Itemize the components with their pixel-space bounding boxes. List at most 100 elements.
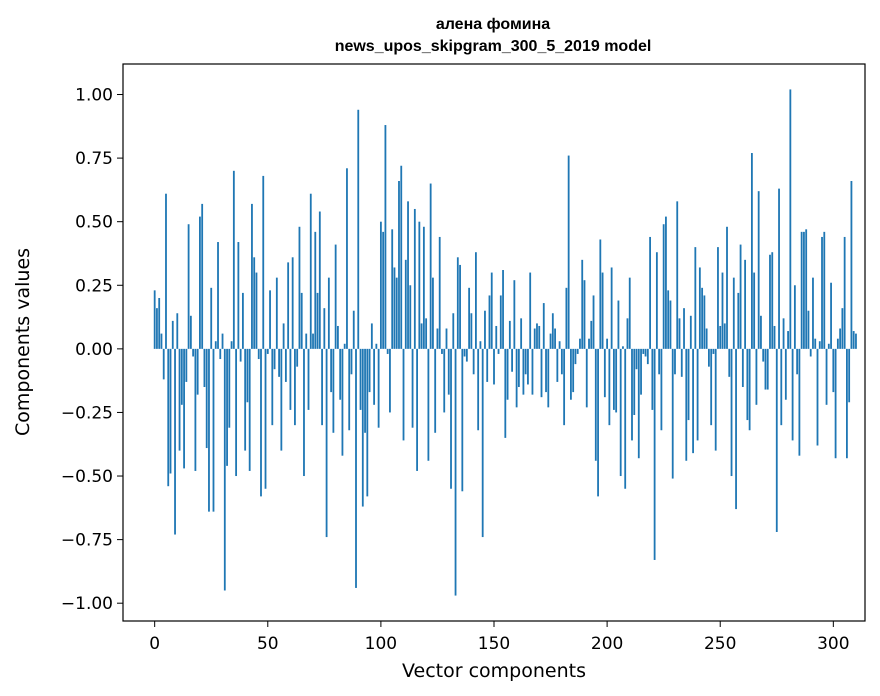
y-tick-label: 0.50 [75, 213, 113, 233]
bar [377, 348, 380, 428]
chart-title-line-1: алена фомина [436, 16, 550, 33]
bar [827, 343, 830, 349]
bar [717, 247, 719, 349]
bar [278, 348, 280, 377]
bar [477, 348, 480, 431]
chart-title-line-2: news_upos_skipgram_300_5_2019 model [335, 38, 652, 55]
bar [294, 348, 296, 426]
bar [162, 348, 165, 380]
bar [465, 348, 468, 362]
bar [296, 348, 299, 367]
y-tick-label: 1.00 [75, 86, 113, 106]
y-tick-label: −0.50 [61, 467, 113, 487]
bar [312, 333, 314, 349]
bar-series [153, 89, 857, 596]
bar [269, 290, 271, 349]
bar [843, 236, 846, 349]
bar [818, 341, 821, 349]
bar [563, 348, 566, 426]
bar [341, 348, 344, 456]
bar [187, 224, 190, 349]
bar [178, 348, 181, 451]
bar [210, 287, 213, 349]
bar [456, 257, 459, 349]
bar [359, 348, 362, 410]
bar [617, 300, 620, 349]
bar [199, 216, 201, 349]
bar [379, 221, 382, 349]
bar [547, 348, 550, 408]
bar [839, 328, 842, 349]
bar [529, 272, 532, 349]
bar [287, 262, 290, 349]
bar [436, 328, 439, 349]
bar [803, 231, 805, 349]
bar [592, 295, 595, 349]
bar [422, 226, 425, 349]
bar [337, 325, 339, 349]
bar [201, 203, 204, 349]
y-tick-label: 0.00 [75, 340, 113, 360]
bar [251, 203, 253, 349]
bar [755, 348, 758, 405]
bar [680, 348, 683, 377]
bar [805, 229, 808, 349]
bar [497, 348, 500, 354]
bar [257, 348, 260, 360]
bar [746, 348, 749, 421]
bar [454, 348, 457, 596]
x-tick-label: 50 [257, 634, 279, 654]
bar [825, 348, 828, 405]
bar [766, 348, 769, 390]
y-axis-label: Components values [12, 248, 34, 436]
bar [488, 295, 491, 349]
bar [309, 193, 312, 349]
bar [712, 348, 715, 354]
bar [674, 348, 676, 375]
bar [506, 348, 509, 400]
bar [823, 231, 826, 349]
bar [303, 348, 305, 477]
bar [470, 313, 473, 349]
bar [165, 193, 167, 349]
bar [416, 348, 418, 471]
bar [219, 348, 222, 360]
bar [669, 300, 672, 349]
bar [640, 348, 642, 395]
bar [248, 348, 251, 471]
bar [527, 348, 529, 385]
bar [447, 348, 450, 395]
bar [703, 295, 706, 349]
bar [789, 89, 792, 349]
bar [289, 348, 292, 410]
bar [459, 264, 461, 349]
bar [689, 315, 692, 349]
y-tick-label: −1.00 [61, 594, 113, 614]
bar [708, 348, 710, 367]
bar [323, 308, 326, 349]
bar [334, 244, 337, 349]
bar [228, 348, 231, 428]
bar [533, 328, 536, 349]
y-tick-label: −0.25 [61, 403, 113, 423]
bar [339, 348, 342, 400]
bar [579, 338, 581, 349]
bar [554, 328, 556, 349]
bar [606, 338, 609, 349]
bar [560, 348, 563, 375]
bar [502, 270, 504, 349]
bar [346, 168, 348, 349]
bar [375, 343, 378, 349]
bar [373, 348, 376, 405]
bar [384, 125, 387, 349]
x-tick-label: 300 [817, 634, 849, 654]
bar [400, 165, 403, 349]
bar [443, 348, 446, 413]
bar [386, 348, 389, 354]
bar [404, 259, 407, 349]
bar [357, 109, 360, 349]
bar [685, 348, 688, 461]
bar [223, 348, 226, 591]
bar [389, 348, 391, 413]
bar [671, 348, 674, 479]
